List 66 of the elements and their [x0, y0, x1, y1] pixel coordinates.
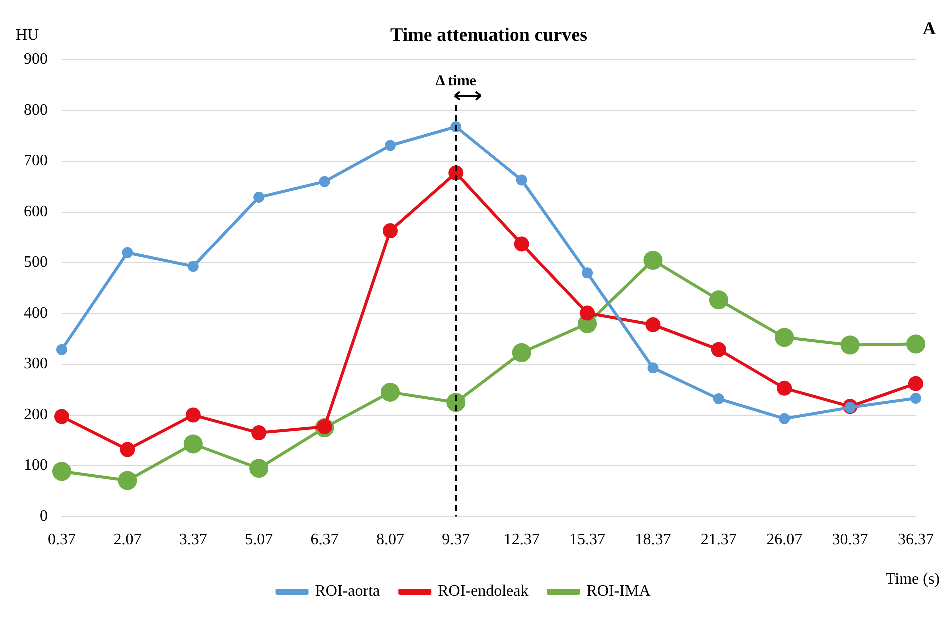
x-tick-label: 6.37	[310, 532, 339, 549]
point	[380, 382, 400, 402]
point	[54, 409, 70, 424]
x-tick-label: 18.37	[635, 532, 672, 549]
point	[384, 140, 396, 152]
point	[775, 328, 794, 348]
ref-line-label: Δ time	[436, 73, 477, 90]
point	[56, 344, 68, 356]
point	[711, 342, 726, 358]
point	[777, 380, 792, 396]
point	[713, 394, 724, 405]
point	[512, 343, 532, 362]
point	[120, 442, 136, 458]
point	[840, 336, 860, 355]
point	[910, 393, 922, 404]
point	[188, 261, 199, 272]
text: A	[923, 18, 936, 39]
x-tick-label: 9.37	[442, 532, 470, 549]
y-tick-label: 800	[24, 102, 48, 119]
x-tick-label: 0.37	[48, 532, 76, 549]
point	[644, 250, 663, 270]
y-axis-title: HU	[16, 27, 40, 44]
point	[250, 459, 269, 478]
x-tick-label: 26.07	[766, 532, 803, 549]
y-tick-label: 600	[24, 203, 48, 220]
point	[122, 247, 134, 258]
x-tick-label: 3.37	[179, 532, 208, 549]
y-tick-label: 500	[24, 254, 48, 272]
point	[646, 317, 661, 332]
point	[709, 290, 728, 310]
x-tick-label: 5.07	[245, 532, 274, 549]
x-tick-label: 12.37	[504, 532, 540, 549]
point	[52, 462, 72, 482]
point	[779, 413, 790, 424]
legend-label: ROI-IMA	[586, 583, 652, 600]
x-tick-label: 15.37	[570, 532, 606, 549]
point	[908, 376, 924, 392]
x-tick-label: 2.07	[114, 532, 142, 549]
point	[516, 174, 528, 186]
point	[186, 408, 201, 423]
y-tick-label: 200	[24, 406, 48, 424]
point	[582, 268, 594, 279]
x-tick-label: 36.37	[898, 532, 934, 549]
y-tick-label: 300	[24, 356, 48, 373]
point	[906, 334, 926, 354]
point	[254, 192, 265, 204]
y-tick-label: 900	[24, 51, 48, 68]
y-tick-label: 700	[24, 152, 48, 170]
y-tick-label: 100	[24, 457, 48, 474]
point	[514, 236, 530, 252]
x-axis-title: Time (s)	[886, 571, 940, 588]
x-tick-label: 21.37	[700, 532, 737, 549]
point	[382, 224, 398, 239]
legend-label: ROI-endoleak	[438, 583, 529, 600]
y-tick-label: 400	[24, 304, 48, 322]
chart-title: Time attenuation curves	[390, 24, 588, 46]
x-tick-label: 8.07	[376, 532, 404, 549]
point	[648, 362, 659, 374]
point	[252, 426, 267, 441]
y-tick-label: 0	[40, 508, 48, 526]
point	[580, 306, 596, 321]
point	[184, 434, 203, 454]
x-tick-label: 30.37	[832, 532, 868, 549]
point	[319, 176, 330, 188]
point	[118, 471, 138, 490]
legend-label: ROI-aorta	[315, 583, 380, 600]
